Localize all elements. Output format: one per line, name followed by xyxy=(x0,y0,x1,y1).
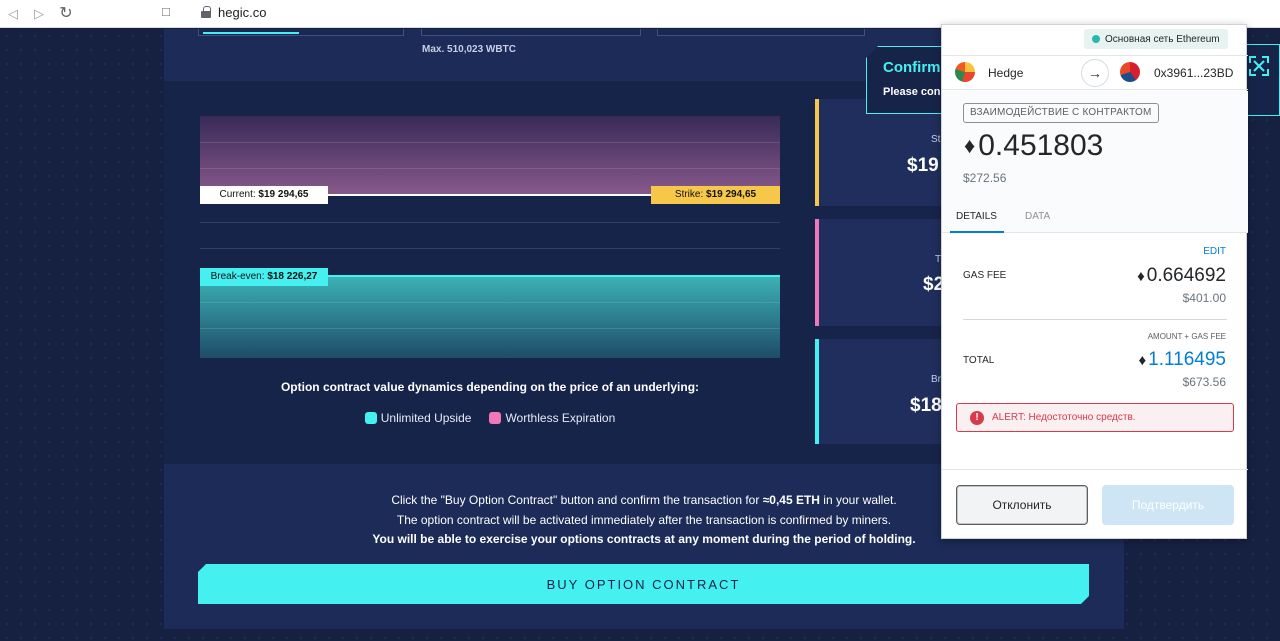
details-tabs: DETAILS DATA xyxy=(942,199,1248,233)
strike-input[interactable] xyxy=(657,29,865,36)
transaction-summary: ВЗАИМОДЕЙСТВИЕ С КОНТРАКТОМ ♦ 0.451803 $… xyxy=(942,91,1248,199)
network-status-icon xyxy=(1092,35,1100,43)
address-bar[interactable]: hegic.co xyxy=(218,5,267,20)
arrow-right-icon: → xyxy=(1081,59,1109,87)
legend-item-upside: Unlimited Upside xyxy=(364,411,472,425)
alert-icon: ! xyxy=(970,410,984,425)
stat-label: Br xyxy=(931,374,941,385)
ethereum-icon: ♦ xyxy=(1138,351,1147,369)
edit-gas-link[interactable]: EDIT xyxy=(1203,246,1226,257)
purchase-instructions: Click the "Buy Option Contract" button a… xyxy=(164,491,1124,550)
browser-toolbar: ◁ ▷ ↻ □ hegic.co xyxy=(0,0,1280,28)
expand-icon[interactable] xyxy=(1248,55,1270,77)
total-amount: 1.116495 xyxy=(1148,349,1226,370)
grid-line xyxy=(200,328,780,329)
amount-input[interactable] xyxy=(421,29,641,36)
breakeven-line xyxy=(200,275,780,277)
stat-value: $19 xyxy=(907,155,939,176)
from-account-avatar xyxy=(955,62,975,82)
upside-zone xyxy=(200,276,780,358)
to-address[interactable]: 0x3961...23BD xyxy=(1154,66,1234,80)
confirm-subtitle: Please con xyxy=(883,86,941,98)
confirm-button[interactable]: Подтвердить xyxy=(1102,485,1234,525)
stat-value: $18 xyxy=(910,395,942,416)
tab-data[interactable]: DATA xyxy=(1025,211,1051,222)
grid-line xyxy=(200,222,780,223)
current-price-line xyxy=(200,194,780,196)
stat-value: $2 xyxy=(923,274,945,295)
metamask-popup: Основная сеть Ethereum Hedge → 0x3961...… xyxy=(941,24,1248,540)
max-amount-label: Max. 510,023 WBTC xyxy=(422,44,516,55)
period-input[interactable] xyxy=(198,29,404,36)
popup-footer: Отклонить Подтвердить xyxy=(942,469,1248,540)
legend-item-worthless: Worthless Expiration xyxy=(489,411,615,425)
worthless-zone xyxy=(200,116,780,196)
alert-text: ALERT: Недостоточно средств. xyxy=(992,412,1136,423)
bookmark-icon[interactable]: □ xyxy=(162,4,170,19)
card-accent xyxy=(815,339,819,444)
total-value: ♦ 1.116495 xyxy=(1139,349,1227,371)
gas-fee-value: ♦ 0.664692 xyxy=(1137,265,1226,287)
instruction-line-3: You will be able to exercise your option… xyxy=(372,532,916,546)
legend-label: Unlimited Upside xyxy=(380,411,472,425)
stat-card-breakeven: Br $18 xyxy=(815,339,955,444)
stat-label: T xyxy=(935,254,942,265)
stat-card-strike: St $19 xyxy=(815,99,955,206)
chart-caption: Option contract value dynamics depending… xyxy=(280,380,700,394)
instruction-line-1: Click the "Buy Option Contract" button a… xyxy=(391,493,897,507)
legend-swatch xyxy=(489,412,502,424)
confirm-notification xyxy=(866,46,946,114)
grid-line xyxy=(200,302,780,303)
total-label: TOTAL xyxy=(963,355,995,366)
grid-line xyxy=(200,248,780,249)
grid-line xyxy=(200,142,780,143)
network-name: Основная сеть Ethereum xyxy=(1105,33,1220,45)
back-icon[interactable]: ◁ xyxy=(8,6,18,21)
stat-card-total: T $2 xyxy=(815,219,955,326)
transaction-amount: ♦ 0.451803 xyxy=(964,129,1103,163)
contract-interaction-badge: ВЗАИМОДЕЙСТВИЕ С КОНТРАКТОМ xyxy=(963,103,1159,123)
account-row: Hedge → 0x3961...23BD xyxy=(942,55,1248,90)
grid-line xyxy=(200,168,780,169)
tab-details[interactable]: DETAILS xyxy=(950,211,1004,233)
stat-label: St xyxy=(931,134,941,145)
breakeven-tag: Break-even: $18 226,27 xyxy=(200,268,328,286)
amount-value: 0.451803 xyxy=(978,129,1104,162)
strike-price-tag: Strike: $19 294,65 xyxy=(651,186,780,204)
instruction-line-2: The option contract will be activated im… xyxy=(396,512,892,527)
lock-icon[interactable] xyxy=(201,6,211,18)
from-account-name[interactable]: Hedge xyxy=(988,66,1024,80)
buy-option-contract-button[interactable]: BUY OPTION CONTRACT xyxy=(198,564,1089,604)
legend-swatch xyxy=(364,412,377,424)
active-bar xyxy=(203,32,299,34)
to-account-avatar xyxy=(1120,62,1140,82)
gas-fee-amount: 0.664692 xyxy=(1146,265,1226,286)
chart-legend: Unlimited Upside Worthless Expiration xyxy=(200,411,780,425)
gas-fee-usd: $401.00 xyxy=(1182,291,1226,305)
ethereum-icon: ♦ xyxy=(964,133,976,158)
ethereum-icon: ♦ xyxy=(1137,267,1145,285)
current-price-tag: Current: $19 294,65 xyxy=(200,186,328,204)
amount-usd: $272.56 xyxy=(963,171,1007,185)
insufficient-funds-alert: ! ALERT: Недостоточно средств. xyxy=(956,403,1234,432)
card-accent xyxy=(815,219,819,326)
amount-gas-label: AMOUNT + GAS FEE xyxy=(1147,332,1226,341)
divider xyxy=(963,319,1227,320)
gas-fee-label: GAS FEE xyxy=(963,270,1007,281)
option-value-chart: Current: $19 294,65 Strike: $19 294,65 B… xyxy=(200,116,780,358)
reload-icon[interactable]: ↻ xyxy=(59,5,73,22)
legend-label: Worthless Expiration xyxy=(505,411,616,425)
confirm-title: Confirm xyxy=(883,59,941,76)
forward-icon[interactable]: ▷ xyxy=(34,6,44,21)
card-accent xyxy=(815,99,819,206)
network-badge[interactable]: Основная сеть Ethereum xyxy=(1084,29,1228,49)
reject-button[interactable]: Отклонить xyxy=(956,485,1088,525)
total-usd: $673.56 xyxy=(1182,375,1226,389)
